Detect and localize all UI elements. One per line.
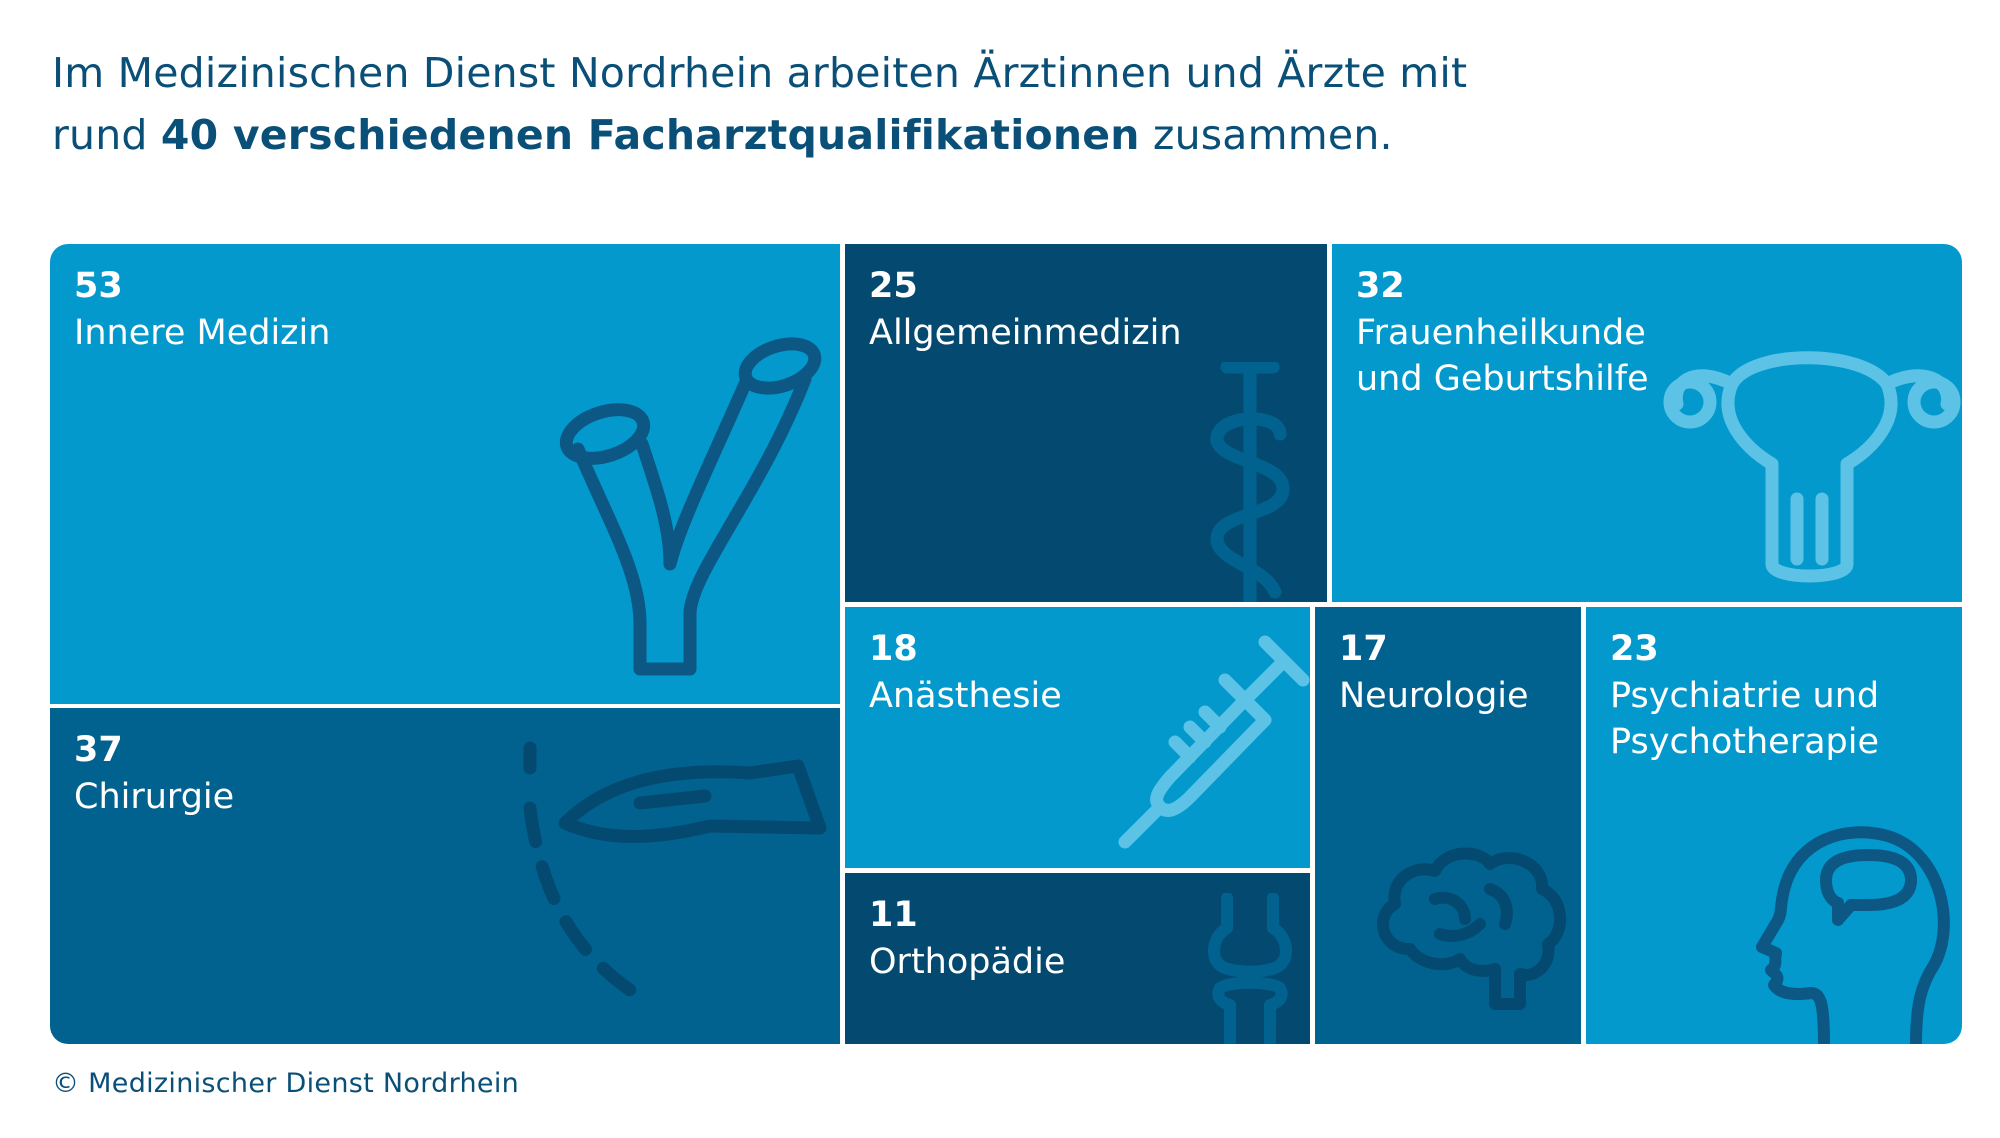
scalpel-icon bbox=[523, 741, 827, 997]
tile-allgemeinmedizin: 25 Allgemeinmedizin bbox=[845, 244, 1327, 602]
headline: Im Medizinischen Dienst Nordrhein arbeit… bbox=[52, 42, 1952, 166]
tile-value: 25 bbox=[869, 266, 918, 306]
staff-of-asclepius-icon bbox=[1210, 362, 1290, 602]
tile-innere-medizin: 53 Innere Medizin bbox=[50, 244, 840, 704]
tile-label: Neurologie bbox=[1339, 676, 1529, 716]
tile-anaesthesie: 18 Anästhesie bbox=[845, 607, 1310, 868]
tile-label: Frauenheilkunde und Geburtshilfe bbox=[1356, 313, 1649, 399]
headline-highlight: 40 verschiedenen Facharztqualifikationen bbox=[160, 111, 1140, 159]
tile-label: Allgemeinmedizin bbox=[869, 313, 1182, 353]
tile-label: Innere Medizin bbox=[74, 313, 331, 353]
tile-orthopaedie: 11 Orthopädie bbox=[845, 873, 1310, 1044]
treemap: 53 Innere Medizin 37 Chirurgie 25 Allgem bbox=[50, 244, 1962, 1044]
tile-value: 18 bbox=[869, 629, 918, 669]
tile-label: Psychiatrie und Psychotherapie bbox=[1610, 676, 1880, 762]
tile-value: 53 bbox=[74, 266, 123, 306]
tile-value: 11 bbox=[869, 895, 918, 935]
bronchi-icon bbox=[559, 337, 822, 676]
tile-value: 32 bbox=[1356, 266, 1405, 306]
tile-frauenheilkunde: 32 Frauenheilkunde und Geburtshilfe bbox=[1332, 244, 1962, 602]
tile-value: 23 bbox=[1610, 629, 1659, 669]
copyright: © Medizinischer Dienst Nordrhein bbox=[52, 1068, 520, 1099]
tile-label: Anästhesie bbox=[869, 676, 1062, 716]
tile-label: Orthopädie bbox=[869, 942, 1066, 982]
headline-line-2-pre: rund bbox=[52, 111, 161, 159]
headline-line-2-post: zusammen. bbox=[1139, 111, 1393, 159]
tile-value: 37 bbox=[74, 730, 123, 770]
tile-neurologie: 17 Neurologie bbox=[1315, 607, 1581, 1044]
syringe-icon bbox=[1118, 635, 1310, 849]
brain-icon bbox=[1377, 847, 1567, 1010]
head-speech-bubble-icon bbox=[1756, 826, 1950, 1044]
tile-value: 17 bbox=[1339, 629, 1388, 669]
knee-joint-icon bbox=[1208, 893, 1292, 1044]
tile-label: Chirurgie bbox=[74, 777, 235, 817]
uterus-icon bbox=[1663, 351, 1961, 583]
headline-line-2: rund 40 verschiedenen Facharztqualifikat… bbox=[52, 104, 1952, 166]
headline-line-1: Im Medizinischen Dienst Nordrhein arbeit… bbox=[52, 49, 1468, 97]
tile-psychiatrie: 23 Psychiatrie und Psychotherapie bbox=[1586, 607, 1962, 1044]
tile-chirurgie: 37 Chirurgie bbox=[50, 708, 840, 1044]
